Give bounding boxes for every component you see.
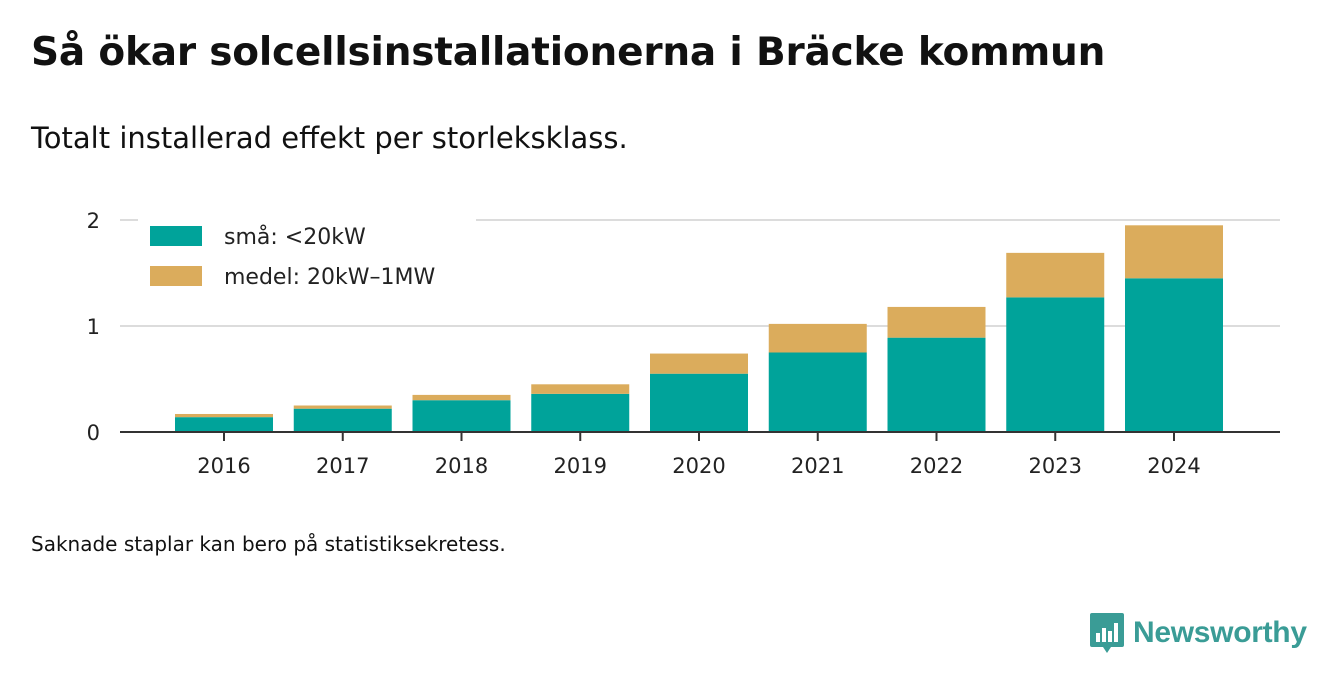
newsworthy-logo-icon xyxy=(1090,613,1124,653)
chart-subtitle: Totalt installerad effekt per storlekskl… xyxy=(31,121,628,155)
y-tick-label: 1 xyxy=(87,315,100,339)
bar-medium xyxy=(531,384,630,394)
brand[interactable]: Newsworthy xyxy=(1089,612,1307,654)
x-tick-label: 2020 xyxy=(672,454,725,478)
bar-small xyxy=(650,373,748,432)
bar-medium xyxy=(650,353,748,374)
bar-medium xyxy=(887,306,986,338)
bar-small xyxy=(1125,278,1223,432)
legend: små: <20kW medel: 20kW–1MW xyxy=(138,214,476,304)
x-tick-label: 2016 xyxy=(197,454,250,478)
bar-small xyxy=(293,408,392,432)
x-tick-label: 2021 xyxy=(791,454,844,478)
bar-small xyxy=(887,337,986,432)
bar-small xyxy=(1006,297,1105,432)
bar-medium xyxy=(1125,225,1223,279)
x-tick-label: 2023 xyxy=(1029,454,1082,478)
footnote: Saknade staplar kan bero på statistiksek… xyxy=(31,532,506,556)
x-tick-label: 2018 xyxy=(435,454,488,478)
legend-swatch xyxy=(150,266,202,286)
y-tick-label: 0 xyxy=(87,421,100,445)
chart-title: Så ökar solcellsinstallationerna i Bräck… xyxy=(31,30,1106,75)
bar-medium xyxy=(293,405,392,409)
bars xyxy=(175,225,1223,432)
legend-label: små: <20kW xyxy=(224,224,366,250)
bar-small xyxy=(175,417,273,432)
bar-medium xyxy=(768,323,867,353)
legend-label: medel: 20kW–1MW xyxy=(224,265,435,290)
legend-swatch xyxy=(150,226,202,246)
bar-small xyxy=(412,400,511,432)
x-tick-label: 2019 xyxy=(554,454,607,478)
x-tick-label: 2024 xyxy=(1147,454,1200,478)
y-tick-label: 2 xyxy=(87,209,100,233)
bar-medium xyxy=(1006,252,1105,298)
bar-small xyxy=(768,352,867,432)
x-tick-label: 2017 xyxy=(316,454,369,478)
bar-small xyxy=(531,393,630,432)
axes: 0 1 2 2016 2017 2018 2019 2020 2021 2022 2023 2024 xyxy=(87,209,1280,478)
brand-name: Newsworthy xyxy=(1133,616,1307,649)
bar-medium xyxy=(412,394,511,401)
x-tick-label: 2022 xyxy=(910,454,963,478)
bar-medium xyxy=(175,413,273,418)
